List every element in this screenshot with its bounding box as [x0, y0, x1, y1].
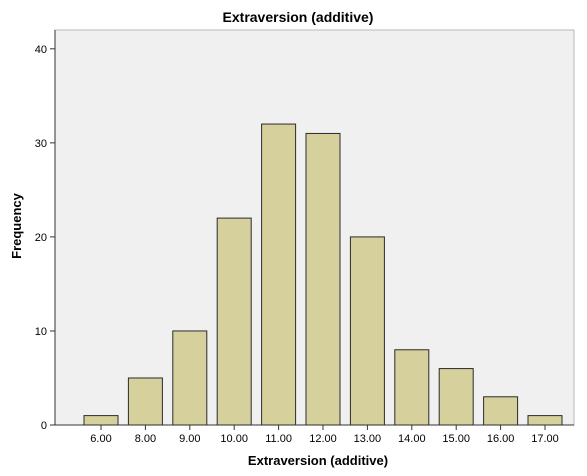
plot-area: 0 10 20 30 40 6.00 8.00 9.00 10.00 11.00 12.00 13.0… [35, 29, 575, 445]
bar [216, 217, 252, 426]
bar [483, 396, 519, 426]
bar [527, 415, 563, 426]
bar [305, 132, 341, 426]
y-tick-label: 0 [41, 420, 47, 432]
chart-title: Extraversion (additive) [223, 9, 374, 25]
bar [349, 236, 385, 426]
x-axis-label: Extraversion (additive) [248, 453, 388, 468]
x-tick-label: 14.00 [398, 433, 426, 445]
bar [394, 349, 430, 426]
x-tick-label: 12.00 [309, 433, 337, 445]
bar [172, 330, 208, 426]
x-tick-label: 8.00 [135, 433, 156, 445]
x-tick-label: 17.00 [531, 433, 559, 445]
y-axis-label: Frequency [9, 192, 24, 259]
x-tick-label: 13.00 [354, 433, 382, 445]
x-tick-label: 16.00 [487, 433, 515, 445]
y-tick-label: 40 [35, 44, 47, 56]
y-tick-label: 10 [35, 326, 47, 338]
x-tick-label: 15.00 [442, 433, 470, 445]
x-tick-label: 10.00 [220, 433, 248, 445]
x-tick-label: 6.00 [90, 433, 111, 445]
bar [83, 415, 119, 426]
x-tick-label: 9.00 [179, 433, 200, 445]
bar [438, 368, 474, 426]
y-tick-label: 30 [35, 138, 47, 150]
x-tick-label: 11.00 [265, 433, 292, 445]
bar [127, 377, 163, 426]
y-tick-label: 20 [35, 232, 47, 244]
bar [261, 123, 297, 426]
